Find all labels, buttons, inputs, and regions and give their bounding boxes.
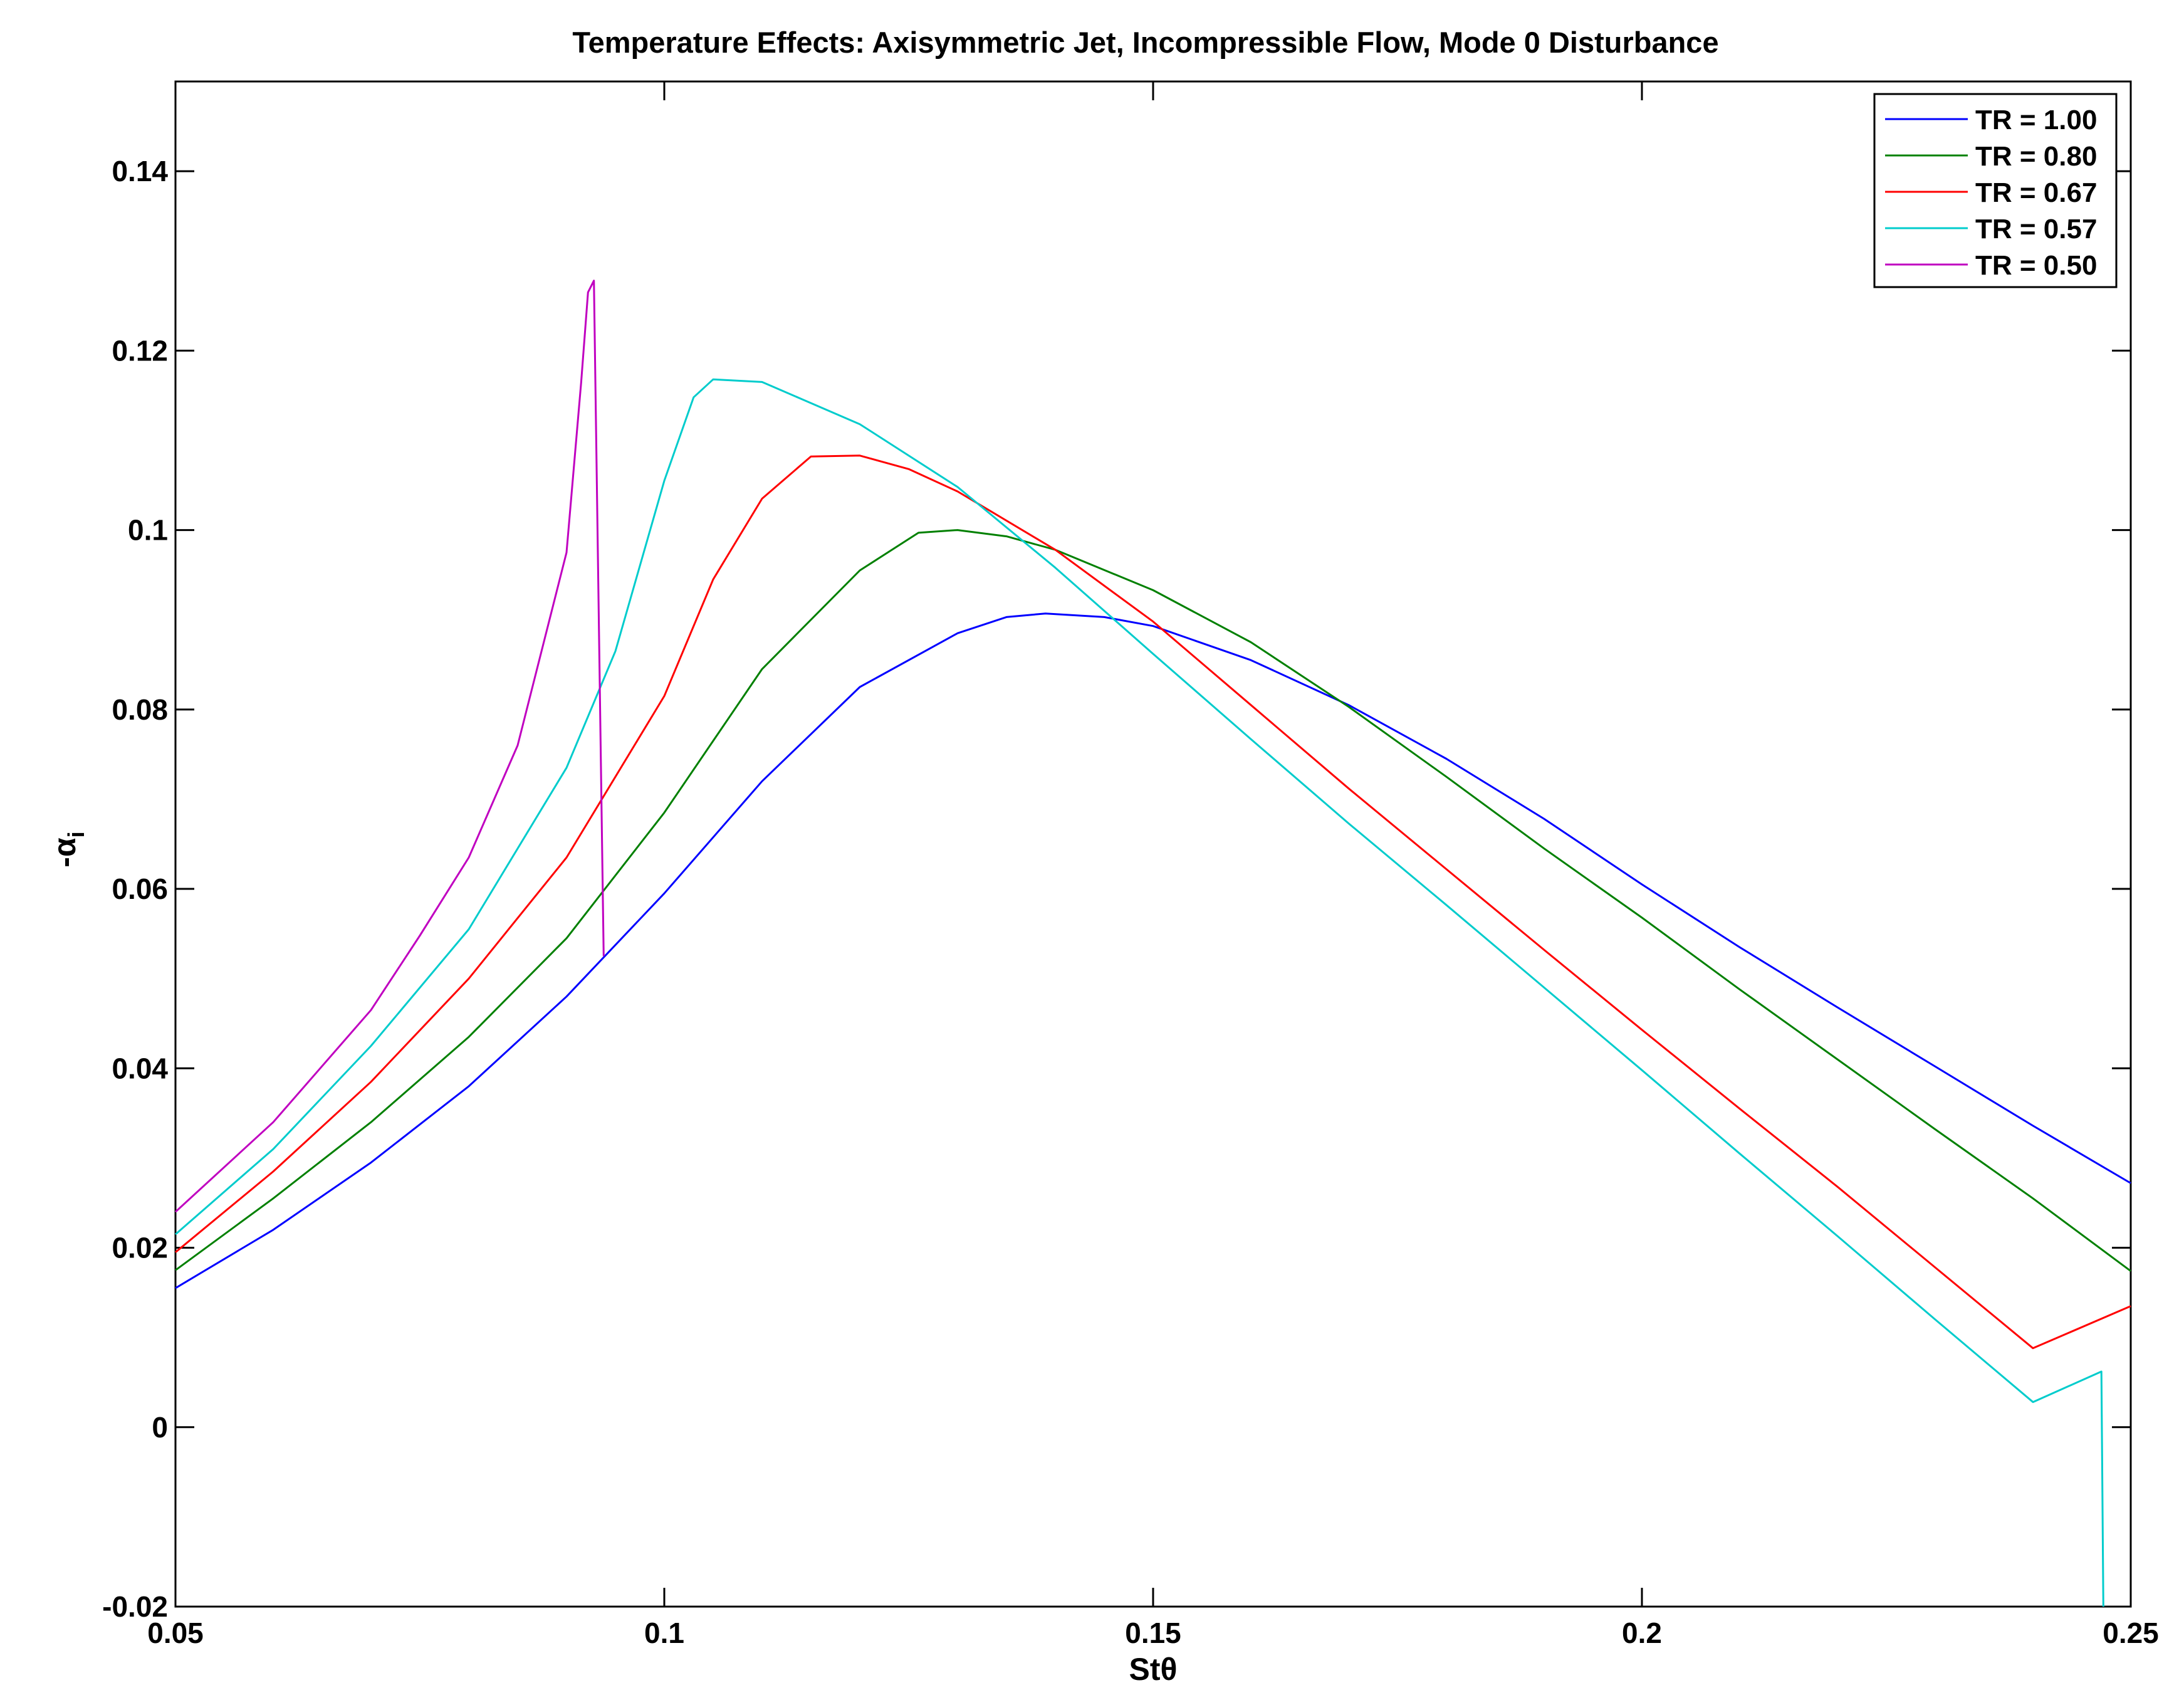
y-axis-label: -αi	[47, 831, 89, 867]
legend-label: TR = 1.00	[1975, 105, 2097, 135]
y-tick-label: 0.14	[112, 155, 168, 187]
y-tick-label: 0.04	[112, 1052, 168, 1084]
series-line-057	[175, 378, 2104, 1607]
series-line-050	[174, 280, 605, 1213]
x-tick-label: 0.05	[147, 1617, 204, 1649]
y-tick-label: 0.12	[112, 334, 168, 367]
x-tick-label: 0.2	[1622, 1617, 1662, 1649]
y-tick-label: 0.1	[128, 514, 168, 547]
x-axis-label: Stθ	[1129, 1652, 1177, 1687]
x-tick-label: 0.25	[2103, 1617, 2159, 1649]
y-tick-label: 0.08	[112, 693, 168, 726]
y-tick-label: -0.02	[102, 1590, 168, 1623]
series-line-100	[175, 612, 2131, 1289]
x-tick-label: 0.1	[644, 1617, 684, 1649]
legend-entries: TR = 1.00 TR = 0.80 TR = 0.67 TR = 0.57 TR =…	[1885, 105, 2097, 281]
legend-label: TR = 0.50	[1975, 250, 2097, 281]
x-tick-label: 0.15	[1125, 1617, 1181, 1649]
series-line-067	[175, 454, 2131, 1350]
legend-label: TR = 0.57	[1975, 214, 2097, 244]
y-axis-ticks: -0.02 0 0.02 0.04 0.06 0.08 0.1 0.12 0.14	[102, 155, 2131, 1623]
chart-title: Temperature Effects: Axisymmetric Jet, I…	[572, 26, 1718, 59]
y-axis-label-main: -α	[47, 837, 82, 868]
legend-label: TR = 0.67	[1975, 177, 2097, 208]
x-axis-ticks: 0.05 0.1 0.15 0.2 0.25	[147, 81, 2159, 1649]
y-tick-label: 0.02	[112, 1232, 168, 1264]
legend: TR = 1.00 TR = 0.80 TR = 0.67 TR = 0.57 TR =…	[1873, 93, 2118, 288]
series-lines	[174, 280, 2131, 1607]
y-axis-label-subscript: i	[63, 831, 89, 837]
plot-area: 0.05 0.1 0.15 0.2 0.25 -0.0200.020.040.060.0…	[102, 80, 2159, 1649]
y-tick-label: 0.06	[112, 873, 168, 905]
axes-box	[174, 80, 2132, 1608]
legend-label: TR = 0.80	[1975, 141, 2097, 172]
y-tick-label: 0	[152, 1411, 168, 1444]
legend-box	[1873, 93, 2118, 288]
